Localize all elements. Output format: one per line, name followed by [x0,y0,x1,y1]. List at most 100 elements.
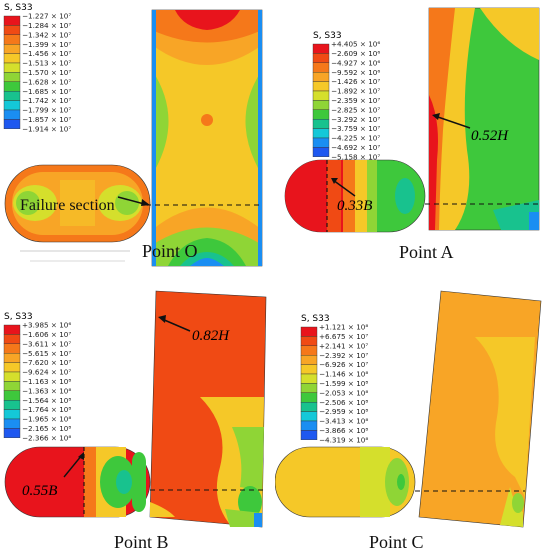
column-contour [428,7,540,231]
legend-tick-label: −9.624 × 10⁷ [22,368,71,377]
arrow-head-icon [141,199,150,206]
legend-tick-label: +2.141 × 10⁷ [319,341,368,350]
legend-tick-label: −1.606 × 10⁷ [22,330,71,339]
panel-point-o: S, S33 −1.227 × 10⁷ −1.284 × 10⁷ −1.342 × … [0,0,275,277]
arrow-head-icon [432,113,440,120]
legend-tick-label: −5.615 × 10⁷ [22,349,71,358]
legend-tick-label: −4.692 × 10⁷ [331,143,380,152]
legend-swatch [312,118,330,129]
legend-swatch [3,399,21,410]
legend-tick-label: −2.359 × 10⁷ [331,96,380,105]
legend-tick-label: −1.965 × 10⁸ [22,415,71,424]
legend-tick-label: +1.121 × 10⁸ [319,323,368,332]
legend-tick-label: −1.163 × 10⁸ [22,377,71,386]
legend-swatch [3,34,21,45]
legend-swatch [300,336,318,346]
legend-swatch [3,62,21,73]
legend-swatch [3,100,21,111]
legend-swatch [3,81,21,92]
height-arrow [161,318,191,332]
legend-tick-label: +4.405 × 10⁶ [331,40,380,49]
cross-section-contour [4,164,151,243]
legend-swatch [312,72,330,82]
panel-caption: Point B [114,532,169,552]
legend-swatch [300,430,318,441]
panel-point-a: S, S33 +4.405 × 10⁶ −2.609 × 10⁶ −4.927 × … [275,0,550,277]
panel-caption: Point O [142,241,198,261]
legend-tick-label: −1.914 × 10⁷ [22,124,71,133]
legend-tick-label: −2.825 × 10⁷ [331,105,380,114]
legend-tick-label: −1.342 × 10⁷ [22,30,71,39]
column-contour [149,290,267,528]
column-contour [418,290,542,528]
legend-tick-label: −1.764 × 10⁸ [22,405,71,414]
legend-swatch [312,81,330,92]
legend-tick-label: −1.599 × 10⁸ [319,379,368,388]
legend-tick-label: +6.675 × 10⁷ [319,332,368,341]
legend-swatch [3,109,21,120]
legend-tick-label: −2.609 × 10⁶ [331,49,380,58]
height-annotation: 0.52H [471,128,509,144]
legend-swatch [300,345,318,356]
legend-tick-label: −6.926 × 10⁷ [319,360,368,369]
legend-tick-label: −5.158 × 10⁷ [331,152,380,161]
legend-tick-label: −3.413 × 10⁸ [319,417,368,426]
column-contour [151,9,263,267]
legend-swatch [3,15,21,26]
legend-colorbar [300,326,318,441]
legend-swatch [300,373,318,384]
legend-tick-label: −2.053 × 10⁸ [319,388,368,397]
legend-tick-label: −2.506 × 10⁸ [319,398,368,407]
legend-swatch [3,334,21,344]
arrow-head-icon [331,178,338,184]
height-arrow [434,115,471,129]
legend-tick-label: −2.959 × 10⁸ [319,407,368,416]
legend-tick-label: −1.892 × 10⁷ [331,87,380,96]
panel-b-figure: S, S33 +3.985 × 10⁶−1.606 × 10⁷−3.611 × … [3,290,267,552]
legend-ticks: +4.405 × 10⁶−2.609 × 10⁶−4.927 × 10⁶−9.5… [331,40,380,162]
height-annotation: 0.82H [192,328,230,344]
legend-tick-label: −7.620 × 10⁷ [22,358,71,367]
legend-swatch [3,390,21,401]
width-arrow [63,454,83,478]
legend-tick-label: −1.146 × 10⁸ [319,370,368,379]
legend-swatch [3,25,21,35]
legend-tick-label: +3.985 × 10⁶ [22,321,71,330]
arrow-head-icon [158,315,166,323]
legend-tick-label: −9.592 × 10⁶ [331,68,380,77]
legend-tick-label: −3.866 × 10⁸ [319,426,368,435]
legend-tick-label: −1.284 × 10⁷ [22,21,71,30]
legend-tick-label: −3.611 × 10⁷ [22,339,71,348]
failure-section-label: Failure section [20,197,115,214]
panel-point-c: S, S33 +1.121 × 10⁸ +6.675 × 10⁷ +2.141 × … [275,277,550,554]
panel-a-figure: S, S33 +4.405 × 10⁶−2.609 × 10⁶−4.927 × … [284,7,540,262]
arrow-head-icon [78,452,84,460]
panel-o-figure: S, S33 −1.227 × 10⁷−1.284 × 10⁷−1.342 × … [3,3,263,267]
legend-swatch [3,362,21,373]
legend-swatch [300,411,318,422]
legend-colorbar [3,15,21,130]
legend-swatch [312,100,330,111]
width-annotation: 0.55B [22,483,57,499]
legend-swatch [3,119,21,130]
legend-tick-label: −2.392 × 10⁷ [319,351,368,360]
panel-caption: Point A [399,242,454,262]
legend-tick-label: −3.292 × 10⁷ [331,115,380,124]
legend-tick-label: −1.799 × 10⁷ [22,106,71,115]
legend-swatch [300,326,318,337]
legend-swatch [312,109,330,120]
panel-c-figure: S, S33 +1.121 × 10⁸+6.675 × 10⁷+2.141 × … [275,290,542,552]
legend-swatch [300,401,318,412]
legend-swatch [312,53,330,63]
legend-tick-label: −4.225 × 10⁷ [331,134,380,143]
legend-title: S, S33 [313,31,342,41]
legend-swatch [3,343,21,354]
legend-swatch [3,324,21,335]
legend-tick-label: −4.927 × 10⁶ [331,58,380,67]
legend-swatch [312,128,330,139]
legend-tick-label: −1.426 × 10⁷ [331,77,380,86]
legend-swatch [312,90,330,101]
legend-swatch [3,90,21,101]
legend-tick-label: −1.570 × 10⁷ [22,68,71,77]
cross-section-contour [4,446,151,518]
